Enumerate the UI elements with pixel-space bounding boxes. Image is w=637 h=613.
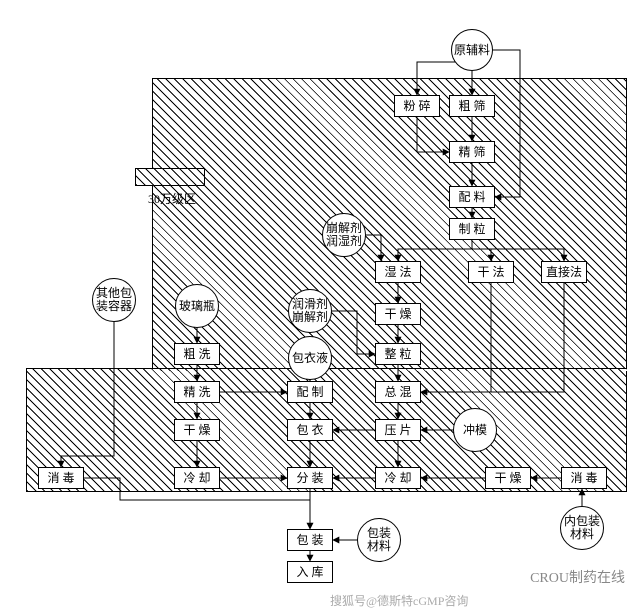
- node-lubric: 润滑剂崩解剂: [288, 289, 332, 333]
- node-prep: 配 制: [287, 381, 333, 403]
- node-disint: 崩解剂润湿剂: [322, 213, 366, 257]
- node-dry: 干 法: [468, 261, 514, 283]
- node-raw: 原辅料: [451, 29, 493, 71]
- node-sizegran: 整 粒: [375, 343, 421, 365]
- seam-patch: [153, 369, 627, 371]
- node-fine: 精 筛: [449, 141, 495, 163]
- node-dry3: 干 燥: [174, 419, 220, 441]
- legend-swatch: [135, 168, 205, 186]
- node-tablet: 压 片: [375, 419, 421, 441]
- legend-label: 30万级区: [148, 190, 196, 207]
- node-storage: 入 库: [287, 561, 333, 583]
- node-blend: 总 混: [375, 381, 421, 403]
- node-mix: 配 料: [449, 186, 495, 208]
- node-dry4: 干 燥: [485, 467, 531, 489]
- node-pack: 包 装: [287, 529, 333, 551]
- node-pkgmat: 包装材料: [357, 518, 401, 562]
- node-glass: 玻璃瓶: [175, 284, 219, 328]
- node-steril2: 消 毒: [561, 467, 607, 489]
- node-ipkgmat: 内包装材料: [560, 506, 604, 550]
- node-coarsewash: 粗 洗: [174, 343, 220, 365]
- watermark-right: CROU制药在线: [530, 567, 625, 587]
- node-cool1: 冷 却: [174, 467, 220, 489]
- node-steril1: 消 毒: [38, 467, 84, 489]
- node-cool2: 冷 却: [375, 467, 421, 489]
- node-fill: 分 装: [287, 467, 333, 489]
- node-coarse: 粗 筛: [449, 95, 495, 117]
- node-wet: 湿 法: [375, 261, 421, 283]
- watermark-bottom: 搜狐号@德斯特cGMP咨询: [330, 592, 468, 609]
- node-crush: 粉 碎: [394, 95, 440, 117]
- node-coatliq: 包衣液: [288, 336, 332, 380]
- node-finewash: 精 洗: [174, 381, 220, 403]
- node-granulate: 制 粒: [449, 218, 495, 240]
- node-dry2: 干 燥: [375, 303, 421, 325]
- node-pkgcont: 其他包装容器: [92, 278, 136, 322]
- node-direct: 直接法: [541, 261, 587, 283]
- node-punch: 冲模: [453, 408, 497, 452]
- node-coat: 包 衣: [287, 419, 333, 441]
